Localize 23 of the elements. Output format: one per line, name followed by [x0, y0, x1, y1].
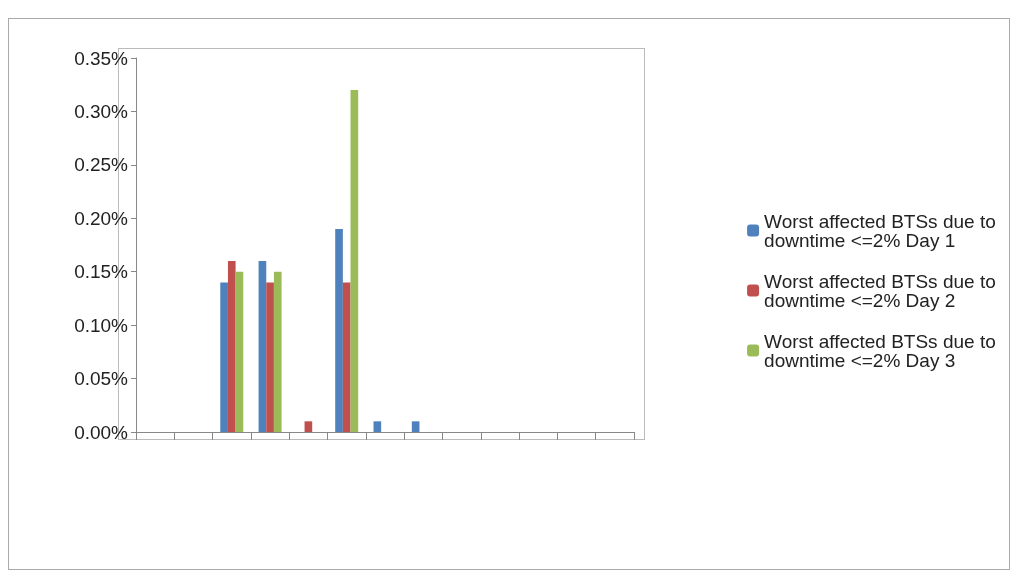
y-tick-label: 0.20%: [74, 207, 129, 229]
bar: [235, 271, 244, 432]
y-tick-label: 0.30%: [74, 100, 129, 122]
y-tick-label: 0.25%: [74, 154, 129, 176]
bar: [258, 261, 267, 432]
bar: [342, 282, 351, 432]
bar: [304, 421, 313, 432]
bar: [273, 271, 282, 432]
y-tick-label: 0.15%: [74, 261, 129, 283]
bar: [227, 261, 236, 432]
bar: [350, 90, 359, 432]
bar: [220, 282, 228, 432]
y-tick-label: 0.10%: [74, 314, 129, 336]
bar: [373, 421, 382, 432]
bar: [411, 421, 420, 432]
bar: [266, 282, 274, 432]
legend-label: Worst affected BTSs due to downtime <=2% Day 2: [764, 270, 1002, 311]
y-tick-label: 0.00%: [74, 421, 129, 443]
y-tick-label: 0.05%: [74, 368, 129, 390]
legend-label: Worst affected BTSs due to downtime <=2% Day 3: [764, 330, 1002, 371]
bar: [335, 228, 343, 432]
y-tick-label: 0.35%: [74, 47, 129, 69]
legend-label: Worst affected BTSs due to downtime <=2% Day 1: [764, 210, 1002, 251]
